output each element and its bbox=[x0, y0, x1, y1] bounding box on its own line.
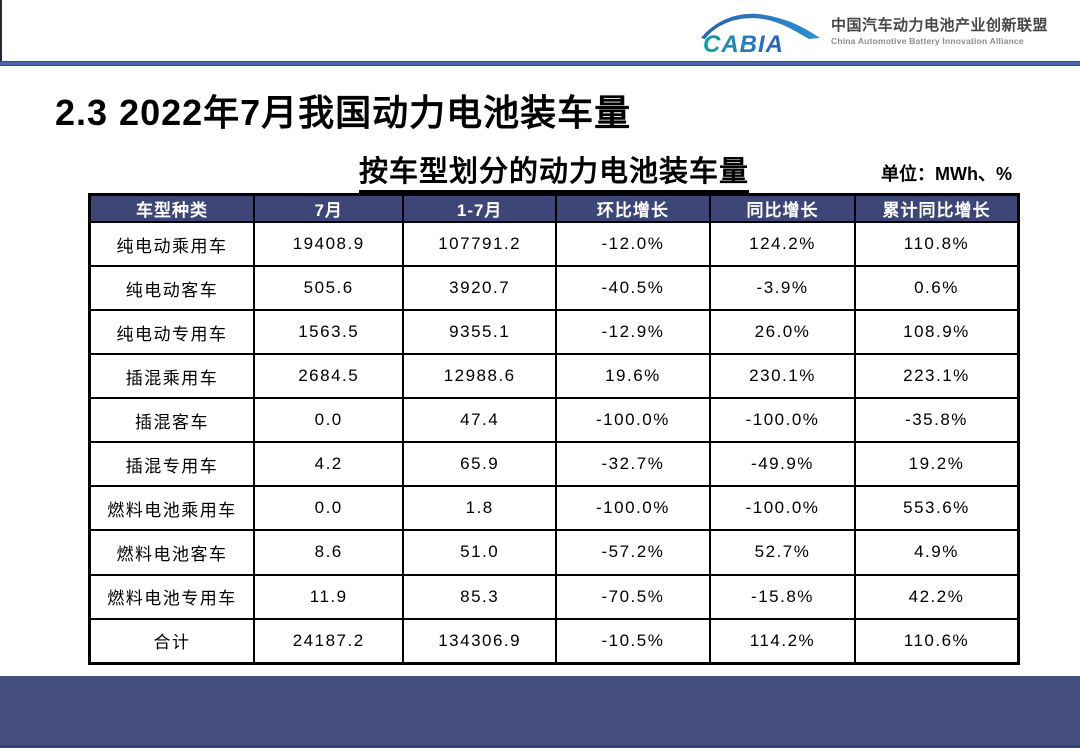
table-cell: 1563.5 bbox=[252, 309, 405, 356]
table-row: 纯电动客车 505.6 3920.7 -40.5% -3.9% 0.6% bbox=[88, 265, 1020, 312]
table-cell: 52.7% bbox=[709, 529, 856, 576]
table-cell: 0.6% bbox=[853, 265, 1020, 312]
page-title: 2.3 2022年7月我国动力电池装车量 bbox=[55, 92, 632, 133]
table-cell: 燃料电池乘用车 bbox=[88, 485, 255, 532]
table-row: 插混乘用车 2684.5 12988.6 19.6% 230.1% 223.1% bbox=[88, 353, 1020, 400]
table-cell: -3.9% bbox=[709, 265, 856, 312]
logo-chinese-name: 中国汽车动力电池产业创新联盟 bbox=[830, 17, 1048, 35]
table-cell: 3920.7 bbox=[402, 265, 557, 312]
table-cell: 燃料电池客车 bbox=[88, 529, 255, 576]
footer-bar bbox=[0, 676, 1080, 748]
table-cell: 124.2% bbox=[709, 220, 856, 268]
table-cell: 纯电动专用车 bbox=[88, 309, 255, 356]
table-cell: 108.9% bbox=[853, 309, 1020, 356]
table-cell: 插混客车 bbox=[88, 397, 255, 444]
table-cell: -100.0% bbox=[709, 485, 856, 532]
column-header: 同比增长 bbox=[709, 193, 856, 223]
table-row: 燃料电池客车 8.6 51.0 -57.2% 52.7% 4.9% bbox=[88, 529, 1020, 576]
unit-label: 单位：MWh、% bbox=[881, 164, 1012, 184]
table-cell: -100.0% bbox=[709, 397, 856, 444]
table-cell: 110.8% bbox=[853, 220, 1020, 268]
column-header: 累计同比增长 bbox=[853, 193, 1020, 223]
table-cell: 9355.1 bbox=[402, 309, 557, 356]
table-cell: -12.0% bbox=[554, 220, 712, 268]
table-cell: 燃料电池专用车 bbox=[88, 573, 255, 620]
table-cell: 134306.9 bbox=[402, 617, 557, 665]
table-cell: 51.0 bbox=[402, 529, 557, 576]
table-cell: -40.5% bbox=[554, 265, 712, 312]
table-row: 燃料电池乘用车 0.0 1.8 -100.0% -100.0% 553.6% bbox=[88, 485, 1020, 532]
logo-english-name: China Automotive Battery Innovation Alli… bbox=[830, 35, 1024, 46]
subtitle-row: 按车型划分的动力电池装车量 单位：MWh、% bbox=[88, 148, 1020, 193]
table-cell: -35.8% bbox=[853, 397, 1020, 444]
table-cell: 107791.2 bbox=[402, 220, 557, 268]
table-row: 纯电动专用车 1563.5 9355.1 -12.9% 26.0% 108.9% bbox=[88, 309, 1020, 356]
table-cell: 26.0% bbox=[709, 309, 856, 356]
table-cell: 0.0 bbox=[252, 397, 405, 444]
svg-text:CABIA: CABIA bbox=[703, 31, 784, 56]
table-cell: 12988.6 bbox=[402, 353, 557, 400]
cabia-logo: CABIA 中国汽车动力电池产业创新联盟 China Automotive Ba… bbox=[699, 8, 1048, 56]
table-cell: -15.8% bbox=[709, 573, 856, 620]
table-cell: 223.1% bbox=[853, 353, 1020, 400]
table-cell: 8.6 bbox=[252, 529, 405, 576]
battery-table: 车型种类 7月 1-7月 环比增长 同比增长 累计同比增长 纯电动乘用车 19408.9 10… bbox=[88, 193, 1020, 665]
table-title: 按车型划分的动力电池装车量 bbox=[88, 148, 1020, 193]
table-cell: 114.2% bbox=[709, 617, 856, 665]
table-cell: -32.7% bbox=[554, 441, 712, 488]
column-header: 1-7月 bbox=[402, 193, 557, 223]
table-cell: 插混专用车 bbox=[88, 441, 255, 488]
table-header-row: 车型种类 7月 1-7月 环比增长 同比增长 累计同比增长 bbox=[88, 193, 1020, 223]
header-divider-rule bbox=[0, 61, 1080, 66]
table-row: 纯电动乘用车 19408.9 107791.2 -12.0% 124.2% 110.8% bbox=[88, 220, 1020, 268]
table-cell: 1.8 bbox=[402, 485, 557, 532]
table-cell: -57.2% bbox=[554, 529, 712, 576]
table-cell: 2684.5 bbox=[252, 353, 405, 400]
table-row: 燃料电池专用车 11.9 85.3 -70.5% -15.8% 42.2% bbox=[88, 573, 1020, 620]
car-swoosh bbox=[700, 13, 820, 39]
table-cell: 505.6 bbox=[252, 265, 405, 312]
table-cell: 230.1% bbox=[709, 353, 856, 400]
table-cell: 纯电动客车 bbox=[88, 265, 255, 312]
cabia-logo-icon: CABIA bbox=[700, 13, 820, 56]
table-cell: 0.0 bbox=[252, 485, 405, 532]
table-cell: 合计 bbox=[88, 617, 255, 665]
table-cell: -49.9% bbox=[709, 441, 856, 488]
top-left-edge-mark bbox=[0, 0, 2, 61]
table-cell: 24187.2 bbox=[252, 617, 405, 665]
table-cell: 65.9 bbox=[402, 441, 557, 488]
table-cell: 19.6% bbox=[554, 353, 712, 400]
table-cell: 42.2% bbox=[853, 573, 1020, 620]
footer-gap bbox=[0, 665, 1080, 676]
table-row: 插混专用车 4.2 65.9 -32.7% -49.9% 19.2% bbox=[88, 441, 1020, 488]
battery-table-wrap: 车型种类 7月 1-7月 环比增长 同比增长 累计同比增长 纯电动乘用车 19408.9 10… bbox=[88, 193, 1020, 665]
table-cell: -70.5% bbox=[554, 573, 712, 620]
table-cell: -10.5% bbox=[554, 617, 712, 665]
table-cell: 553.6% bbox=[853, 485, 1020, 532]
table-cell: -12.9% bbox=[554, 309, 712, 356]
table-cell: 4.9% bbox=[853, 529, 1020, 576]
table-cell: 19408.9 bbox=[252, 220, 405, 268]
column-header: 7月 bbox=[252, 193, 405, 223]
table-cell: 19.2% bbox=[853, 441, 1020, 488]
table-row: 插混客车 0.0 47.4 -100.0% -100.0% -35.8% bbox=[88, 397, 1020, 444]
table-cell: 47.4 bbox=[402, 397, 557, 444]
table-cell: 85.3 bbox=[402, 573, 557, 620]
table-cell: 4.2 bbox=[252, 441, 405, 488]
table-cell: -100.0% bbox=[554, 485, 712, 532]
table-cell: 110.6% bbox=[853, 617, 1020, 665]
table-cell: 纯电动乘用车 bbox=[88, 220, 255, 268]
table-cell: 插混乘用车 bbox=[88, 353, 255, 400]
table-row: 合计 24187.2 134306.9 -10.5% 114.2% 110.6% bbox=[88, 617, 1020, 665]
table-cell: -100.0% bbox=[554, 397, 712, 444]
column-header: 环比增长 bbox=[554, 193, 712, 223]
table-cell: 11.9 bbox=[252, 573, 405, 620]
column-header: 车型种类 bbox=[88, 193, 255, 223]
